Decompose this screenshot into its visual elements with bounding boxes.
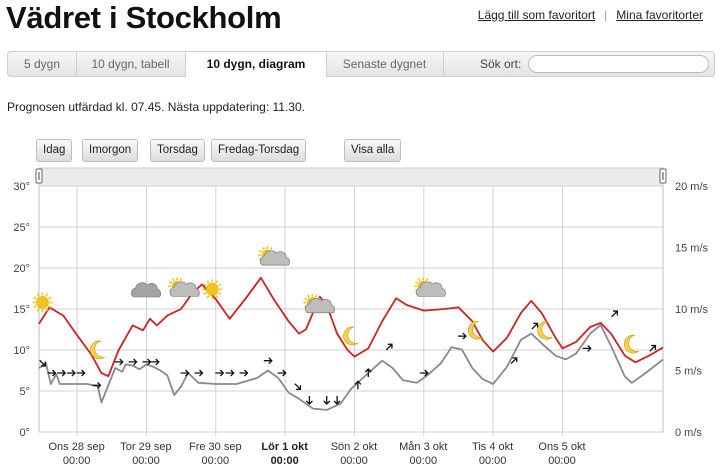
x-day-label: Tor 29 sep xyxy=(120,441,171,453)
wind-arrow-icon xyxy=(305,396,313,405)
y-tick-label-right: 15 m/s xyxy=(675,243,709,255)
wind-arrow-icon xyxy=(225,369,235,377)
moon-icon xyxy=(468,320,484,340)
sun-cloud-icon xyxy=(258,246,290,266)
sun-icon xyxy=(202,279,223,300)
wind-arrow-icon xyxy=(57,369,67,377)
sun-cloud-icon xyxy=(414,277,446,297)
x-day-label: Mån 3 okt xyxy=(399,441,447,453)
wind-arrow-icon xyxy=(531,322,539,330)
moon-icon xyxy=(343,326,359,346)
wind-arrow-icon xyxy=(92,381,102,389)
wind-arrow-icon xyxy=(457,332,467,340)
y-tick-label-right: 0 m/s xyxy=(675,427,702,439)
wind-arrow-icon xyxy=(194,369,204,377)
x-time-label: 00:00 xyxy=(271,455,299,467)
top-links: Lägg till som favoritort | Mina favoritort… xyxy=(478,8,703,22)
wind-arrow-icon xyxy=(263,357,273,365)
wind-arrow-icon xyxy=(649,344,657,352)
search-label: Sök ort: xyxy=(480,57,522,71)
search-input[interactable] xyxy=(528,55,709,73)
y-tick-label-left: 20° xyxy=(13,263,30,275)
wind-line xyxy=(38,324,664,411)
wind-arrow-icon xyxy=(385,343,393,351)
friday-thursday-button[interactable]: Fredag-Torsdag xyxy=(211,139,307,162)
moon-icon xyxy=(90,340,106,360)
add-favorite-link[interactable]: Lägg till som favoritort xyxy=(477,8,596,22)
y-tick-label-right: 20 m/s xyxy=(675,181,709,193)
temperature-line xyxy=(38,276,664,378)
cloud-icon xyxy=(131,282,162,298)
y-tick-label-right: 5 m/s xyxy=(675,366,702,378)
wind-arrow-icon xyxy=(47,369,57,377)
tab-10-dygn-diagram[interactable]: 10 dygn, diagram xyxy=(185,52,327,77)
wind-arrow-icon xyxy=(294,383,302,390)
y-tick-label-left: 5° xyxy=(19,386,30,398)
wind-arrow-icon xyxy=(128,358,138,366)
sun-cloud-icon xyxy=(168,277,200,297)
wind-arrow-icon xyxy=(66,369,76,377)
x-day-label: Tis 4 okt xyxy=(472,441,513,453)
my-favorites-link[interactable]: Mina favoritorter xyxy=(616,8,703,22)
wind-arrow-icon xyxy=(239,369,249,377)
wind-arrow-icon xyxy=(364,368,372,377)
wind-arrow-icon xyxy=(76,369,86,377)
forecast-issued-note: Prognosen utfärdad kl. 07.45. Nästa uppd… xyxy=(7,100,305,114)
wind-arrow-icon xyxy=(215,369,225,377)
x-time-label: 00:00 xyxy=(479,455,507,467)
wind-arrow-icon xyxy=(582,344,592,352)
sun-cloud-icon xyxy=(303,293,335,314)
x-time-label: 00:00 xyxy=(202,455,230,467)
x-time-label: 00:00 xyxy=(410,455,438,467)
link-separator: | xyxy=(604,8,608,22)
wind-arrow-icon xyxy=(611,310,618,318)
x-day-label: Sön 2 okt xyxy=(331,441,377,453)
y-tick-label-right: 10 m/s xyxy=(675,304,709,316)
x-day-label: Lör 1 okt xyxy=(261,441,308,453)
y-tick-label-left: 30° xyxy=(13,181,30,193)
wind-arrow-icon xyxy=(323,396,331,405)
wind-arrow-icon xyxy=(354,380,362,390)
wind-arrow-icon xyxy=(142,358,152,366)
x-time-label: 00:00 xyxy=(63,455,91,467)
x-time-label: 00:00 xyxy=(548,455,576,467)
wind-arrow-icon xyxy=(114,358,124,366)
x-day-label: Ons 28 sep xyxy=(49,441,105,453)
moon-icon xyxy=(537,320,553,340)
range-bar[interactable] xyxy=(38,167,664,187)
x-time-label: 00:00 xyxy=(132,455,160,467)
wind-arrow-icon xyxy=(150,358,160,366)
y-tick-label-left: 10° xyxy=(13,345,30,357)
wind-arrow-icon xyxy=(39,359,46,367)
tab-5-dygn[interactable]: 5 dygn xyxy=(8,52,77,76)
moon-icon xyxy=(624,334,640,354)
tab-senaste-dygnet[interactable]: Senaste dygnet xyxy=(326,52,444,76)
thursday-button[interactable]: Torsdag xyxy=(150,139,205,162)
x-day-label: Fre 30 sep xyxy=(189,441,242,453)
x-time-label: 00:00 xyxy=(340,455,368,467)
page-title: Vädret i Stockholm xyxy=(6,0,282,35)
view-tab-bar: 5 dygn 10 dygn, tabell 10 dygn, diagram … xyxy=(7,51,715,77)
y-tick-label-left: 25° xyxy=(13,222,30,234)
today-button[interactable]: Idag xyxy=(36,139,73,162)
sun-icon xyxy=(32,292,53,313)
y-tick-label-left: 0° xyxy=(19,427,30,439)
wind-arrow-icon xyxy=(510,357,518,364)
y-tick-label-left: 15° xyxy=(13,304,30,316)
tomorrow-button[interactable]: Imorgon xyxy=(82,139,139,162)
wind-arrow-icon xyxy=(277,369,287,377)
wind-arrow-icon xyxy=(419,369,429,377)
show-all-button[interactable]: Visa alla xyxy=(344,139,402,162)
wind-arrow-icon xyxy=(180,369,190,377)
wind-arrow-icon xyxy=(333,396,341,405)
x-day-label: Ons 5 okt xyxy=(538,441,585,453)
